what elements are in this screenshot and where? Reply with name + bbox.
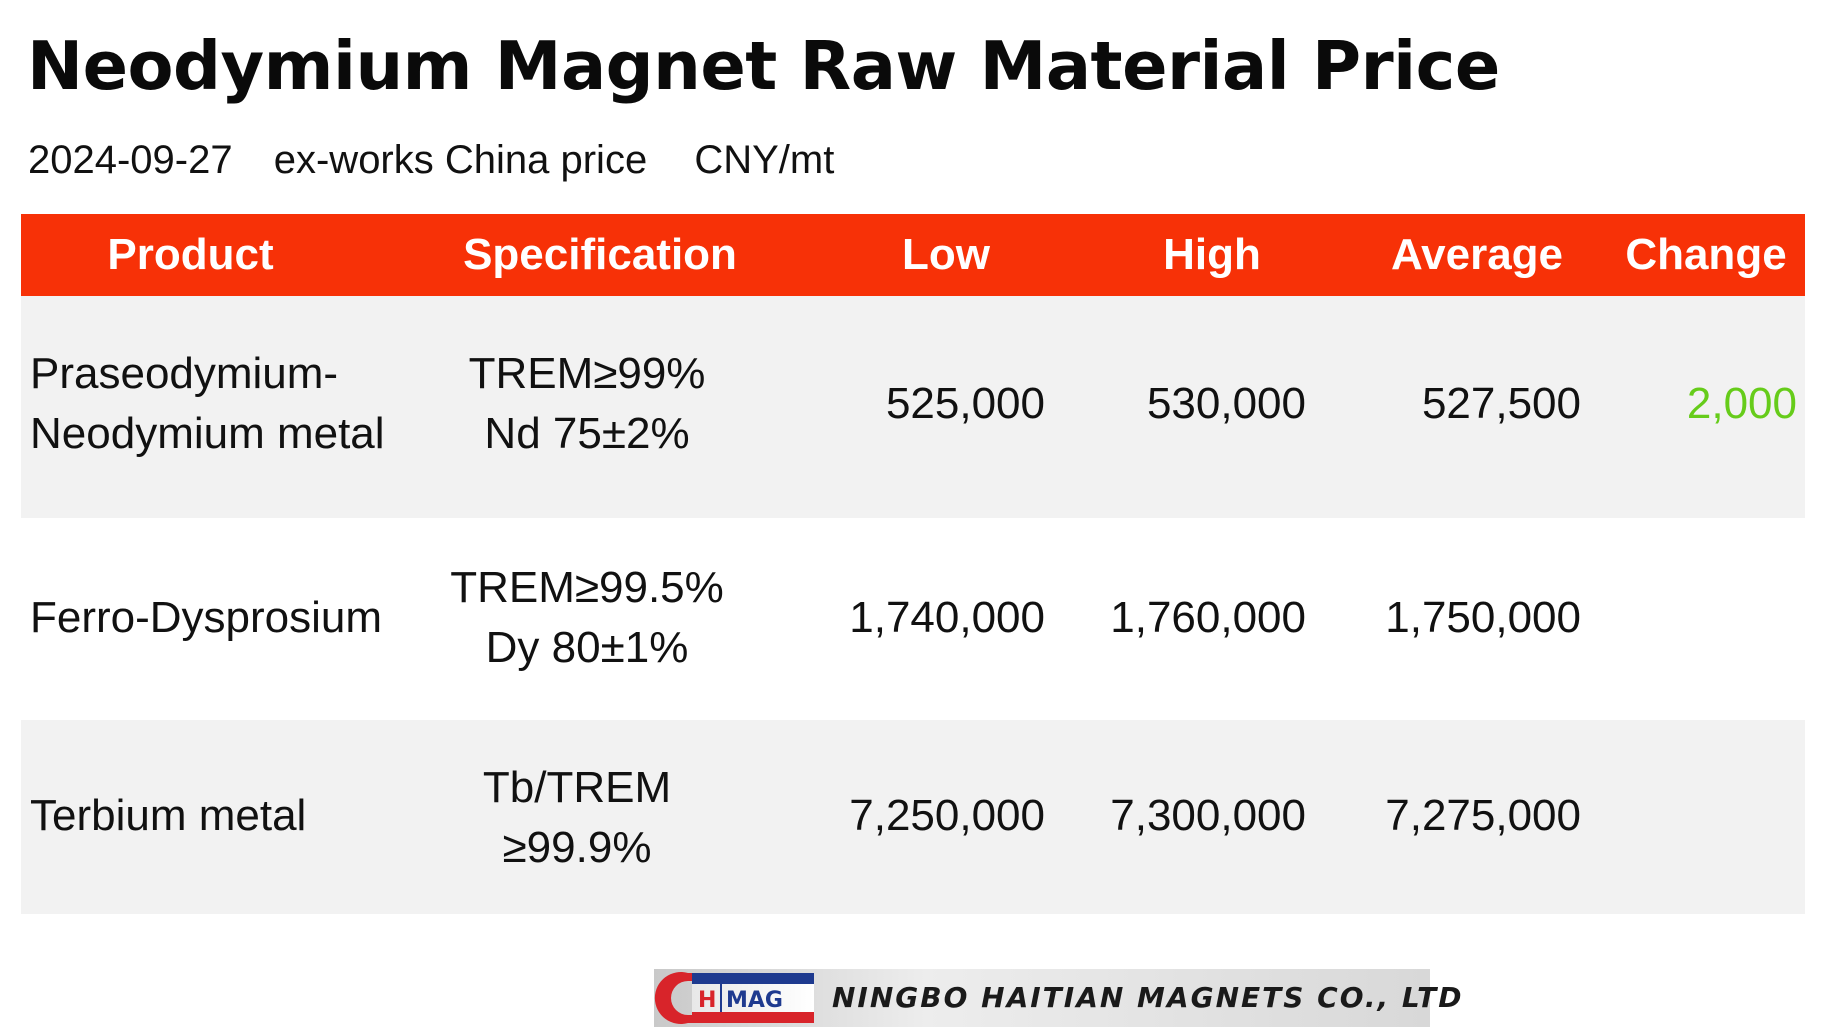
table-header: Product Specification Low High Average C…: [21, 214, 1805, 296]
low-price-cell: 7,250,000: [849, 791, 1045, 840]
table-row: Ferro-Dysprosium TREM≥99.5% Dy 80±1% 1,7…: [21, 518, 1805, 720]
product-cell: Praseodymium- Neodymium metal: [30, 344, 385, 464]
high-price-cell: 530,000: [1146, 379, 1306, 428]
column-header-high: High: [1163, 230, 1261, 279]
product-name-line: Praseodymium-: [30, 349, 339, 398]
specification-line: Tb/TREM: [482, 763, 672, 812]
page-title: Neodymium Magnet Raw Material Price: [27, 27, 1500, 105]
specification-line: Nd 75±2%: [484, 409, 690, 458]
hmag-logo-icon: H MAG: [654, 972, 814, 1024]
specification-cell: TREM≥99.5% Dy 80±1%: [397, 558, 777, 678]
price-unit: CNY/mt: [694, 138, 835, 182]
low-price-cell: 1,740,000: [849, 593, 1045, 642]
column-header-change: Change: [1625, 230, 1787, 279]
average-price-cell: 527,500: [1421, 379, 1581, 428]
high-price-cell: 7,300,000: [1110, 791, 1306, 840]
product-cell: Ferro-Dysprosium: [30, 588, 382, 648]
specification-line: Dy 80±1%: [485, 623, 689, 672]
column-header-specification: Specification: [463, 230, 737, 279]
specification-line: TREM≥99.5%: [450, 563, 724, 612]
average-price-cell: 7,275,000: [1385, 791, 1581, 840]
company-logo-banner: H MAG NINGBO HAITIAN MAGNETS CO., LTD: [654, 969, 1461, 1027]
product-name-line: Ferro-Dysprosium: [30, 593, 383, 642]
table-row: Praseodymium- Neodymium metal TREM≥99% N…: [21, 296, 1805, 518]
column-header-product: Product: [107, 230, 274, 279]
price-date: 2024-09-27: [28, 138, 233, 182]
specification-cell: TREM≥99% Nd 75±2%: [397, 344, 777, 464]
column-header-average: Average: [1390, 230, 1564, 279]
high-price-cell: 1,760,000: [1110, 593, 1306, 642]
logo-letter-h: H: [698, 988, 716, 1013]
specification-line: ≥99.9%: [502, 823, 652, 872]
price-table: Product Specification Low High Average C…: [21, 214, 1805, 914]
price-basis: ex-works China price: [273, 138, 648, 182]
price-basis-line: 2024-09-27 ex-works China price CNY/mt: [28, 135, 834, 185]
table-row: Terbium metal Tb/TREM ≥99.9% 7,250,000 7…: [21, 720, 1805, 914]
specification-line: TREM≥99%: [468, 349, 706, 398]
change-cell: 2,000: [1686, 379, 1797, 428]
product-name-line: Terbium metal: [30, 791, 307, 840]
average-price-cell: 1,750,000: [1385, 593, 1581, 642]
company-name: NINGBO HAITIAN MAGNETS CO., LTD: [832, 981, 1464, 1014]
specification-cell: Tb/TREM ≥99.9%: [387, 758, 767, 878]
product-name-line: Neodymium metal: [30, 409, 385, 458]
column-header-low: Low: [902, 230, 990, 279]
product-cell: Terbium metal: [30, 786, 306, 846]
logo-letters-mag: MAG: [726, 988, 783, 1013]
low-price-cell: 525,000: [885, 379, 1045, 428]
